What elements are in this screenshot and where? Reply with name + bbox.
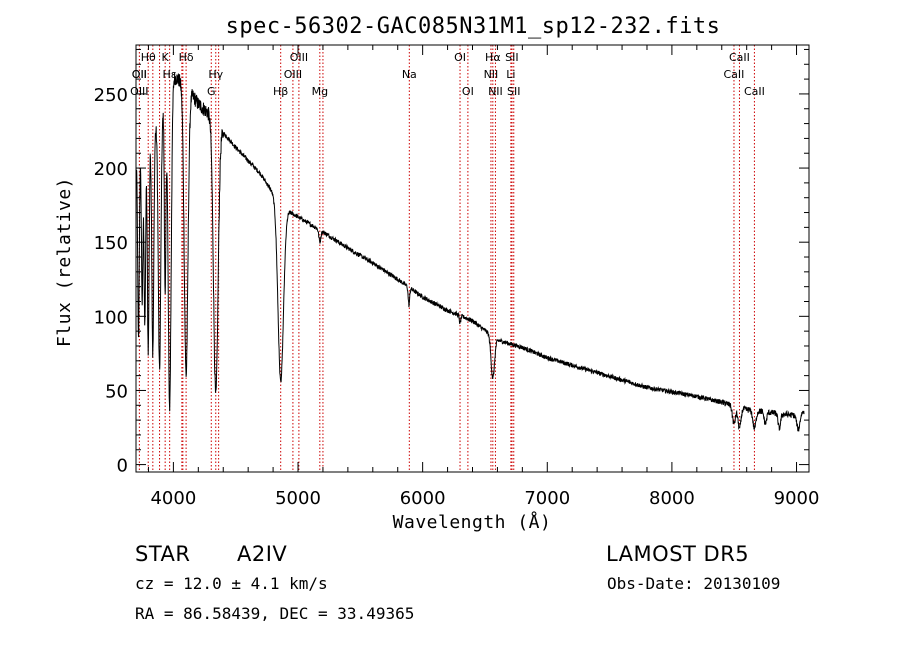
line-marker-label: Li	[506, 68, 515, 81]
x-tick-label: 9000	[774, 488, 820, 509]
line-marker-label: OI	[454, 51, 466, 64]
x-tick-label: 7000	[524, 488, 570, 509]
line-marker-label: OIII	[130, 85, 148, 98]
y-tick-label: 50	[105, 381, 128, 402]
redshift-cz: cz = 12.0 ± 4.1 km/s	[135, 574, 328, 593]
y-tick-label: 150	[94, 233, 128, 254]
line-marker-label: NII	[488, 85, 503, 98]
line-marker-label: Hε	[163, 68, 177, 81]
obs-date: Obs-Date: 20130109	[607, 574, 780, 593]
x-tick-label: 5000	[275, 488, 321, 509]
x-tick-label: 4000	[150, 488, 196, 509]
line-marker-label: OI	[462, 85, 474, 98]
x-tick-label: 6000	[400, 488, 446, 509]
line-marker-label: OIII	[284, 68, 302, 81]
line-marker-label: SII	[505, 51, 518, 64]
line-marker-label: Na	[402, 68, 417, 81]
plot-frame	[135, 44, 810, 473]
line-marker-label: OIII	[290, 51, 308, 64]
y-ticks-group: 0 50 100 150 200 250	[94, 48, 809, 477]
line-marker-label: NII	[484, 68, 499, 81]
line-marker-label: K	[162, 51, 170, 64]
line-marker-label: Hθ	[141, 51, 156, 64]
spectrum-line	[135, 72, 805, 432]
y-tick-label: 0	[117, 456, 128, 477]
x-tick-label: 8000	[649, 488, 695, 509]
x-ticks-group: 4000 5000 6000 7000 8000 9000	[147, 45, 820, 509]
x-axis-label: Wavelength (Å)	[393, 511, 552, 533]
y-tick-label: 250	[94, 85, 128, 106]
line-marker-label: CaII	[744, 85, 765, 98]
ra-dec: RA = 86.58439, DEC = 33.49365	[135, 604, 414, 623]
line-marker-label: Hγ	[208, 68, 223, 81]
line-marker-label: SII	[507, 85, 520, 98]
marker-lines-group	[138, 45, 755, 472]
line-marker-label: G	[207, 85, 216, 98]
y-tick-label: 100	[94, 307, 128, 328]
y-axis-label: Flux (relative)	[54, 177, 75, 347]
line-marker-label: CaII	[724, 68, 745, 81]
survey-name: LAMOST DR5	[606, 542, 749, 566]
line-marker-label: CaII	[729, 51, 750, 64]
line-marker-label: Mg	[312, 85, 328, 98]
object-class: STAR	[135, 542, 190, 566]
line-marker-label: Hα	[485, 51, 501, 64]
y-tick-label: 200	[94, 159, 128, 180]
object-subclass: A2IV	[237, 542, 287, 566]
line-marker-label: Hβ	[273, 85, 288, 98]
line-marker-label: Hδ	[179, 51, 194, 64]
chart-title: spec-56302-GAC085N31M1_sp12-232.fits	[226, 14, 721, 39]
